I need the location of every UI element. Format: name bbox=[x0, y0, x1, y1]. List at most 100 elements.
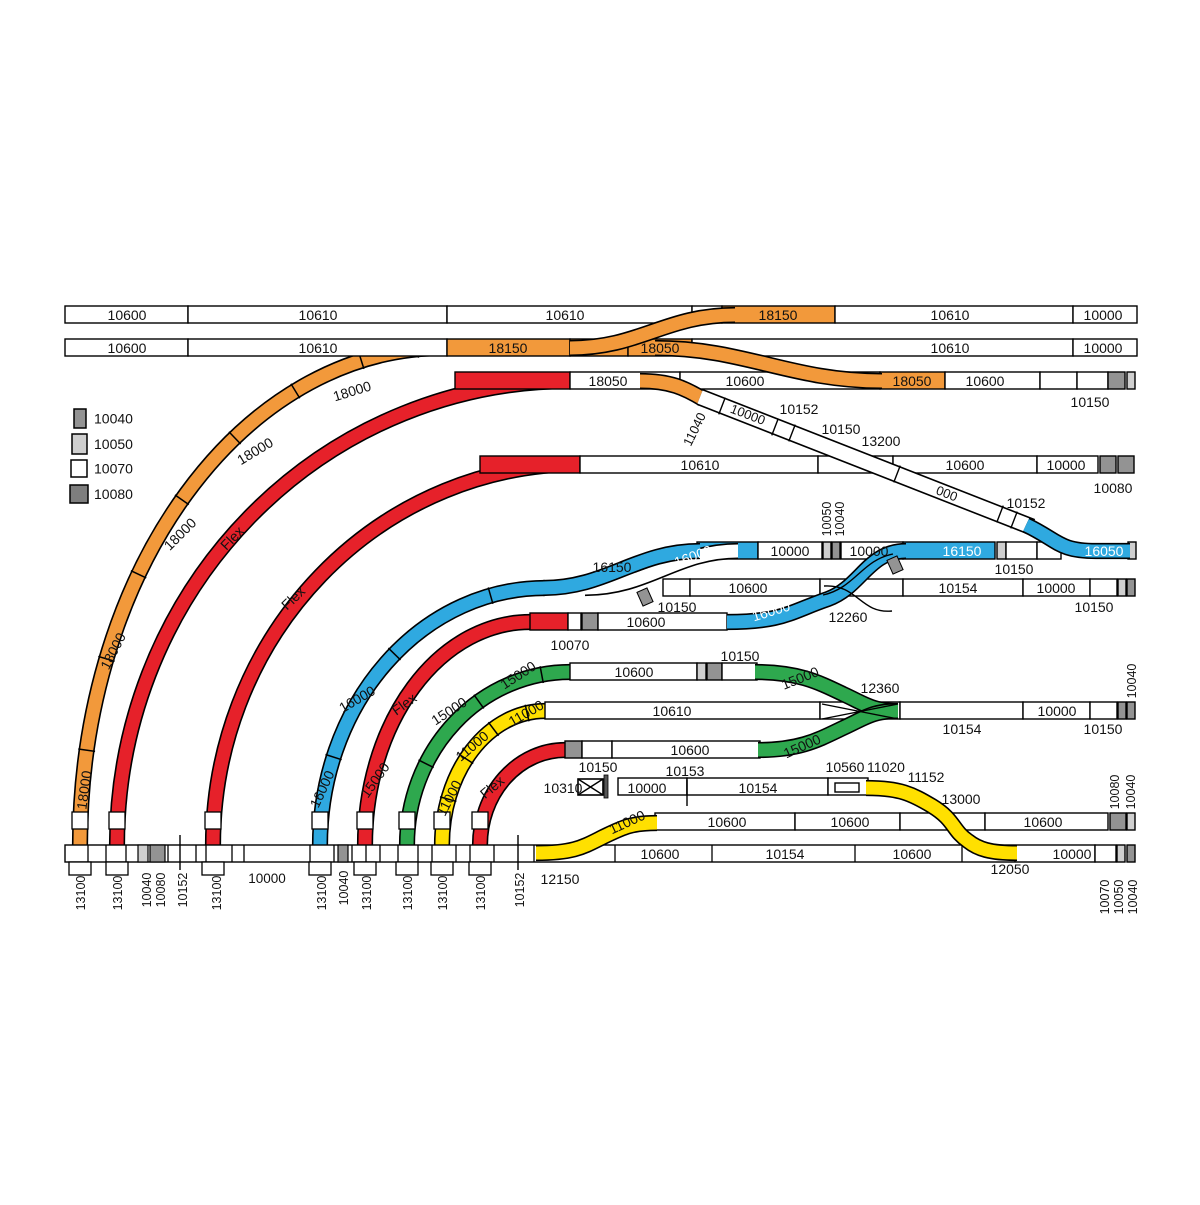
track-end-piece bbox=[433, 811, 451, 830]
track-end-box-13100 bbox=[468, 861, 492, 876]
row-5-segment bbox=[831, 541, 841, 560]
part-label-10154: 10154 bbox=[739, 780, 778, 796]
part-label-11152: 11152 bbox=[908, 769, 945, 785]
row-2-segment bbox=[1072, 338, 1138, 357]
part-label-10600: 10600 bbox=[671, 742, 710, 758]
row-6-segment bbox=[1089, 578, 1118, 597]
row-12-segment bbox=[1109, 812, 1127, 831]
track-end-piece bbox=[71, 811, 89, 830]
part-label-10150: 10150 bbox=[995, 561, 1034, 577]
part-label-10040: 10040 bbox=[337, 871, 351, 906]
legend-label-10050: 10050 bbox=[94, 436, 133, 452]
branch-into-diagonal bbox=[639, 374, 707, 405]
part-label-10610: 10610 bbox=[681, 457, 720, 473]
x-12260-a bbox=[822, 553, 894, 596]
diagonal-joint bbox=[771, 418, 779, 436]
legend-label-10070: 10070 bbox=[94, 461, 133, 477]
row-12-segment bbox=[1126, 812, 1136, 831]
arc-16000-blue-joint bbox=[487, 587, 494, 605]
row-10-segment bbox=[581, 740, 613, 759]
row-5-segment bbox=[996, 541, 1007, 560]
track-end-piece bbox=[204, 811, 222, 830]
part-label-10000: 10000 bbox=[850, 543, 889, 559]
row-4-segment bbox=[479, 455, 581, 474]
insulator-block-tilted bbox=[636, 587, 654, 607]
arc-15000-green-joint bbox=[418, 759, 435, 769]
legend-label-10040: 10040 bbox=[94, 411, 133, 427]
arc-18000-orange-joint bbox=[98, 655, 115, 662]
row-6-segment bbox=[1126, 578, 1136, 597]
part-label-10150: 10150 bbox=[579, 759, 618, 775]
arc-flex-red-b bbox=[206, 457, 581, 846]
row-4-segment bbox=[1099, 455, 1117, 474]
curve-16050 bbox=[1023, 519, 1130, 558]
row-8-segment bbox=[706, 662, 723, 681]
level-crossing-x bbox=[577, 778, 604, 796]
part-label-000: 000 bbox=[934, 483, 960, 505]
row-3-segment bbox=[1039, 371, 1078, 390]
row-9-segment bbox=[1089, 701, 1118, 720]
part-label-10600: 10600 bbox=[1024, 814, 1063, 830]
part-label-10154: 10154 bbox=[939, 580, 978, 596]
part-label-10000: 10000 bbox=[628, 780, 667, 796]
part-label-10050: 10050 bbox=[1112, 880, 1126, 915]
arc-18000-orange-joint bbox=[174, 494, 190, 506]
s-curve-16150 bbox=[542, 544, 701, 595]
part-label-18150: 18150 bbox=[759, 307, 798, 323]
part-label-10610: 10610 bbox=[931, 307, 970, 323]
part-label-10600: 10600 bbox=[729, 580, 768, 596]
track-end-box-13100 bbox=[395, 861, 419, 876]
part-label-10310: 10310 bbox=[544, 780, 583, 796]
part-label-10150: 10150 bbox=[658, 599, 697, 615]
row-6-segment bbox=[1117, 578, 1127, 597]
row-13-segment bbox=[1116, 844, 1126, 863]
part-label-12050: 12050 bbox=[991, 861, 1030, 877]
row-7-segment bbox=[567, 612, 582, 631]
part-label-18050: 18050 bbox=[893, 373, 932, 389]
diagonal-track bbox=[697, 390, 1035, 534]
yellow-12150-s bbox=[535, 816, 658, 860]
arc-flex-red-d bbox=[473, 743, 566, 846]
part-label-10610: 10610 bbox=[653, 703, 692, 719]
part-label-10040: 10040 bbox=[1125, 664, 1139, 699]
track-end-piece bbox=[356, 811, 374, 830]
green-15000-lower bbox=[757, 704, 899, 757]
row-13-segment bbox=[1126, 844, 1136, 863]
part-label-10080: 10080 bbox=[1094, 480, 1133, 496]
insulator-block-tilted bbox=[886, 555, 904, 575]
part-label-11020: 11020 bbox=[867, 759, 905, 775]
row-10-segment bbox=[564, 740, 583, 759]
diagonal-joint bbox=[718, 397, 726, 415]
row-4-segment bbox=[1117, 455, 1135, 474]
diagonal-joint bbox=[1010, 511, 1018, 529]
track-end-box-13100 bbox=[105, 861, 129, 876]
part-label-13100: 13100 bbox=[436, 876, 450, 911]
row-3-segment bbox=[1126, 371, 1136, 390]
arc-16000-blue bbox=[313, 581, 546, 846]
part-label-10150: 10150 bbox=[1071, 394, 1110, 410]
row-9-segment bbox=[899, 701, 1024, 720]
part-label-10150: 10150 bbox=[822, 421, 861, 437]
legend-swatch-10040 bbox=[73, 408, 87, 429]
arc-11000-yellow-joint bbox=[458, 753, 474, 765]
diagonal-joint bbox=[893, 465, 901, 483]
part-label-11000: 11000 bbox=[433, 777, 465, 818]
part-label-13100: 13100 bbox=[315, 876, 329, 911]
row-3-segment bbox=[1107, 371, 1126, 390]
part-label-13100: 13100 bbox=[360, 876, 374, 911]
part-label-10080: 10080 bbox=[1108, 775, 1122, 810]
part-label-18000: 18000 bbox=[331, 378, 373, 405]
legend-label-10080: 10080 bbox=[94, 486, 133, 502]
arc-11000-yellow-joint bbox=[524, 704, 530, 722]
part-label-10600: 10600 bbox=[708, 814, 747, 830]
part-label-10610: 10610 bbox=[546, 307, 585, 323]
part-label-10040: 10040 bbox=[1126, 880, 1140, 915]
track-end-piece bbox=[398, 811, 416, 830]
part-label-13100: 13100 bbox=[74, 876, 88, 911]
track-end-piece bbox=[471, 811, 489, 830]
track-end-piece bbox=[108, 811, 126, 830]
part-label-10050: 10050 bbox=[820, 502, 834, 537]
part-label-10040: 10040 bbox=[140, 873, 154, 908]
part-label-10154: 10154 bbox=[766, 846, 805, 862]
row-5-segment bbox=[1005, 541, 1038, 560]
